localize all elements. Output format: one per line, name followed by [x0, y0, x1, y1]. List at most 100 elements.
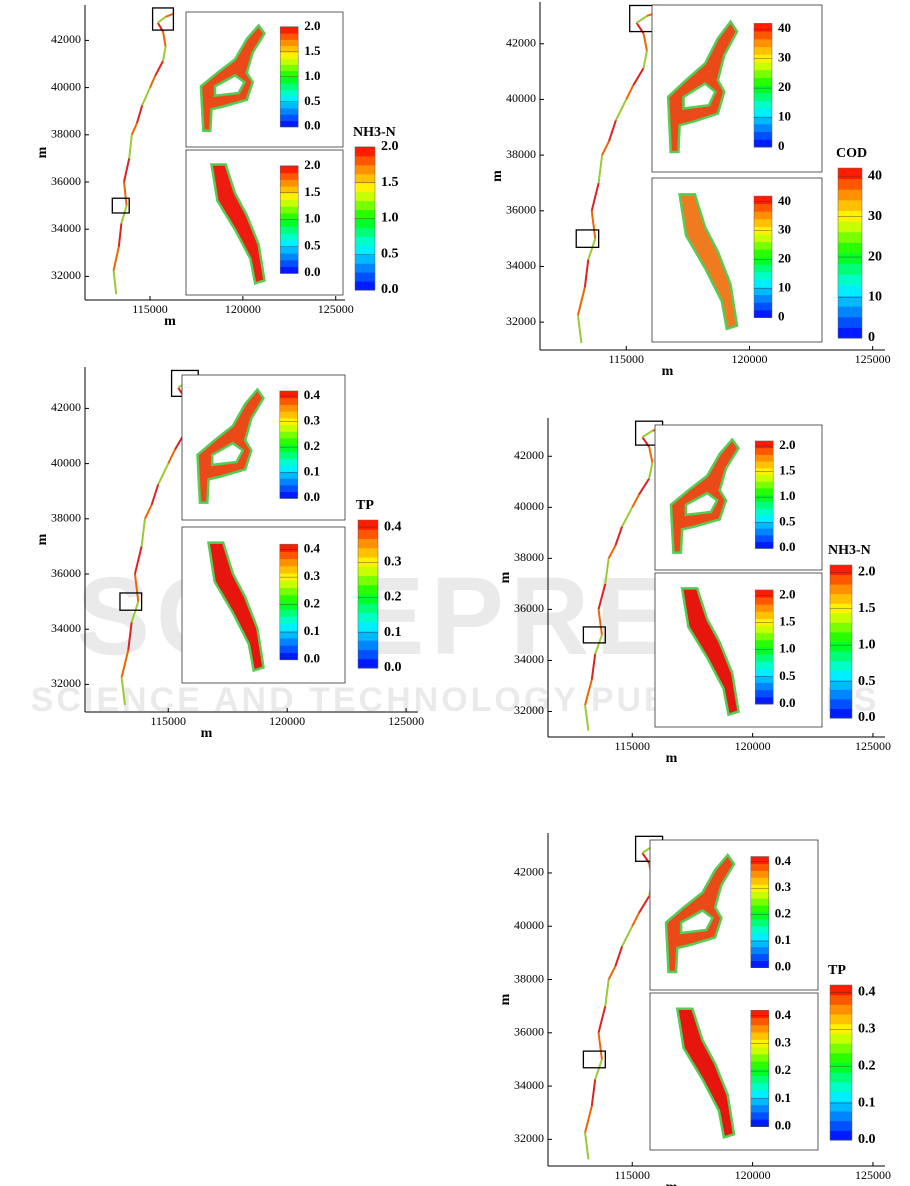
colorbar-band	[279, 411, 298, 419]
colorbar-tick-label: 1.5	[304, 184, 321, 199]
colorbar-band	[280, 192, 299, 200]
colorbar-band	[755, 487, 774, 496]
colorbar-band	[754, 92, 772, 102]
colorbar-band	[358, 538, 378, 549]
y-tick-label: 40000	[51, 79, 81, 93]
colorbar-band	[280, 51, 299, 59]
colorbar-band	[280, 266, 299, 274]
colorbar-band	[280, 179, 299, 187]
colorbar-band	[358, 557, 378, 567]
colorbar-band	[830, 1120, 852, 1131]
colorbar-tick-label: 0.4	[384, 519, 402, 534]
colorbar-band	[750, 1097, 769, 1106]
colorbar-band	[754, 131, 772, 140]
colorbar-band	[830, 1072, 852, 1083]
river	[648, 462, 654, 479]
colorbar-tick-label: 0.4	[304, 387, 321, 402]
colorbar-band	[355, 236, 375, 246]
x-axis-label: m	[164, 314, 176, 329]
colorbar-band	[830, 985, 852, 996]
y-axis-label: m	[498, 571, 513, 583]
colorbar-band	[279, 594, 298, 603]
colorbar-band	[279, 451, 298, 459]
river	[638, 895, 650, 914]
river	[133, 573, 140, 602]
colorbar-band	[280, 186, 299, 194]
colorbar-tick-label: 1.0	[304, 211, 320, 226]
colorbar-band	[750, 1090, 769, 1098]
colorbar-band	[750, 1104, 769, 1113]
colorbar-band	[280, 45, 299, 53]
colorbar-band	[838, 231, 862, 243]
colorbar-tick-label: 0	[778, 138, 785, 153]
river	[140, 518, 146, 547]
colorbar-band	[355, 254, 375, 264]
colorbar-band	[280, 253, 299, 261]
colorbar-band	[754, 54, 772, 63]
x-axis-label: m	[666, 751, 678, 766]
colorbar-tick-label: 0.3	[304, 413, 321, 428]
colorbar-band	[754, 233, 772, 243]
colorbar-band	[280, 26, 299, 34]
colorbar-band	[754, 46, 772, 55]
colorbar-band	[755, 654, 774, 662]
zoom-box	[582, 1050, 606, 1069]
river	[130, 122, 138, 136]
inset-plume	[675, 1007, 736, 1140]
colorbar-band	[755, 501, 774, 509]
colorbar-band	[830, 612, 852, 623]
y-tick-label: 32000	[514, 703, 544, 717]
colorbar-tick-label: 1.5	[779, 613, 796, 628]
colorbar-band	[755, 632, 774, 641]
river	[614, 526, 624, 546]
y-tick-label: 38000	[51, 511, 81, 525]
colorbar-band	[355, 191, 375, 202]
x-tick-label: 115000	[132, 302, 168, 316]
river	[587, 238, 597, 260]
colorbar-band	[754, 309, 772, 318]
river	[632, 67, 645, 87]
colorbar-band	[750, 884, 769, 892]
colorbar-band	[750, 912, 769, 920]
river	[604, 979, 610, 1007]
x-tick-label: 120000	[731, 352, 767, 366]
colorbar-band	[755, 618, 774, 627]
colorbar-band	[754, 302, 772, 311]
zoom-box	[119, 592, 143, 611]
river	[150, 483, 160, 506]
colorbar-band	[830, 651, 852, 662]
colorbar-band	[838, 210, 862, 222]
colorbar-band	[750, 856, 769, 864]
colorbar-band	[280, 219, 299, 227]
y-tick-label: 34000	[514, 1078, 544, 1092]
colorbar-band	[830, 1101, 852, 1112]
colorbar-band	[279, 573, 298, 581]
colorbar-band	[279, 437, 298, 446]
river	[157, 16, 167, 24]
colorbar-band	[755, 682, 774, 691]
inset-plume	[207, 541, 265, 673]
colorbar-tick-label: 0.3	[775, 1034, 792, 1049]
colorbar-band	[358, 658, 378, 669]
colorbar-tick-label: 0.4	[775, 1007, 792, 1022]
x-tick-label: 115000	[614, 739, 650, 753]
colorbar-band	[754, 294, 772, 303]
inset-plume	[666, 19, 739, 154]
colorbar-band	[755, 514, 774, 522]
colorbar-tick-label: 0.4	[775, 853, 792, 868]
colorbar-tick-label: 1.0	[304, 68, 320, 83]
colorbar-band	[280, 58, 299, 65]
colorbar-band	[830, 994, 852, 1005]
y-tick-label: 36000	[514, 1025, 544, 1039]
colorbar-tick-label: 30	[778, 222, 791, 237]
colorbar-band	[830, 631, 852, 642]
colorbar-band	[279, 652, 298, 661]
colorbar-tick-label: 0.1	[304, 464, 320, 479]
colorbar-band	[830, 565, 852, 576]
colorbar-tick-label: 2.0	[381, 139, 399, 154]
colorbar-band	[755, 597, 774, 605]
colorbar-band	[279, 580, 298, 588]
colorbar-band	[830, 660, 852, 671]
y-tick-label: 36000	[506, 203, 536, 217]
zoom-box	[582, 626, 606, 644]
